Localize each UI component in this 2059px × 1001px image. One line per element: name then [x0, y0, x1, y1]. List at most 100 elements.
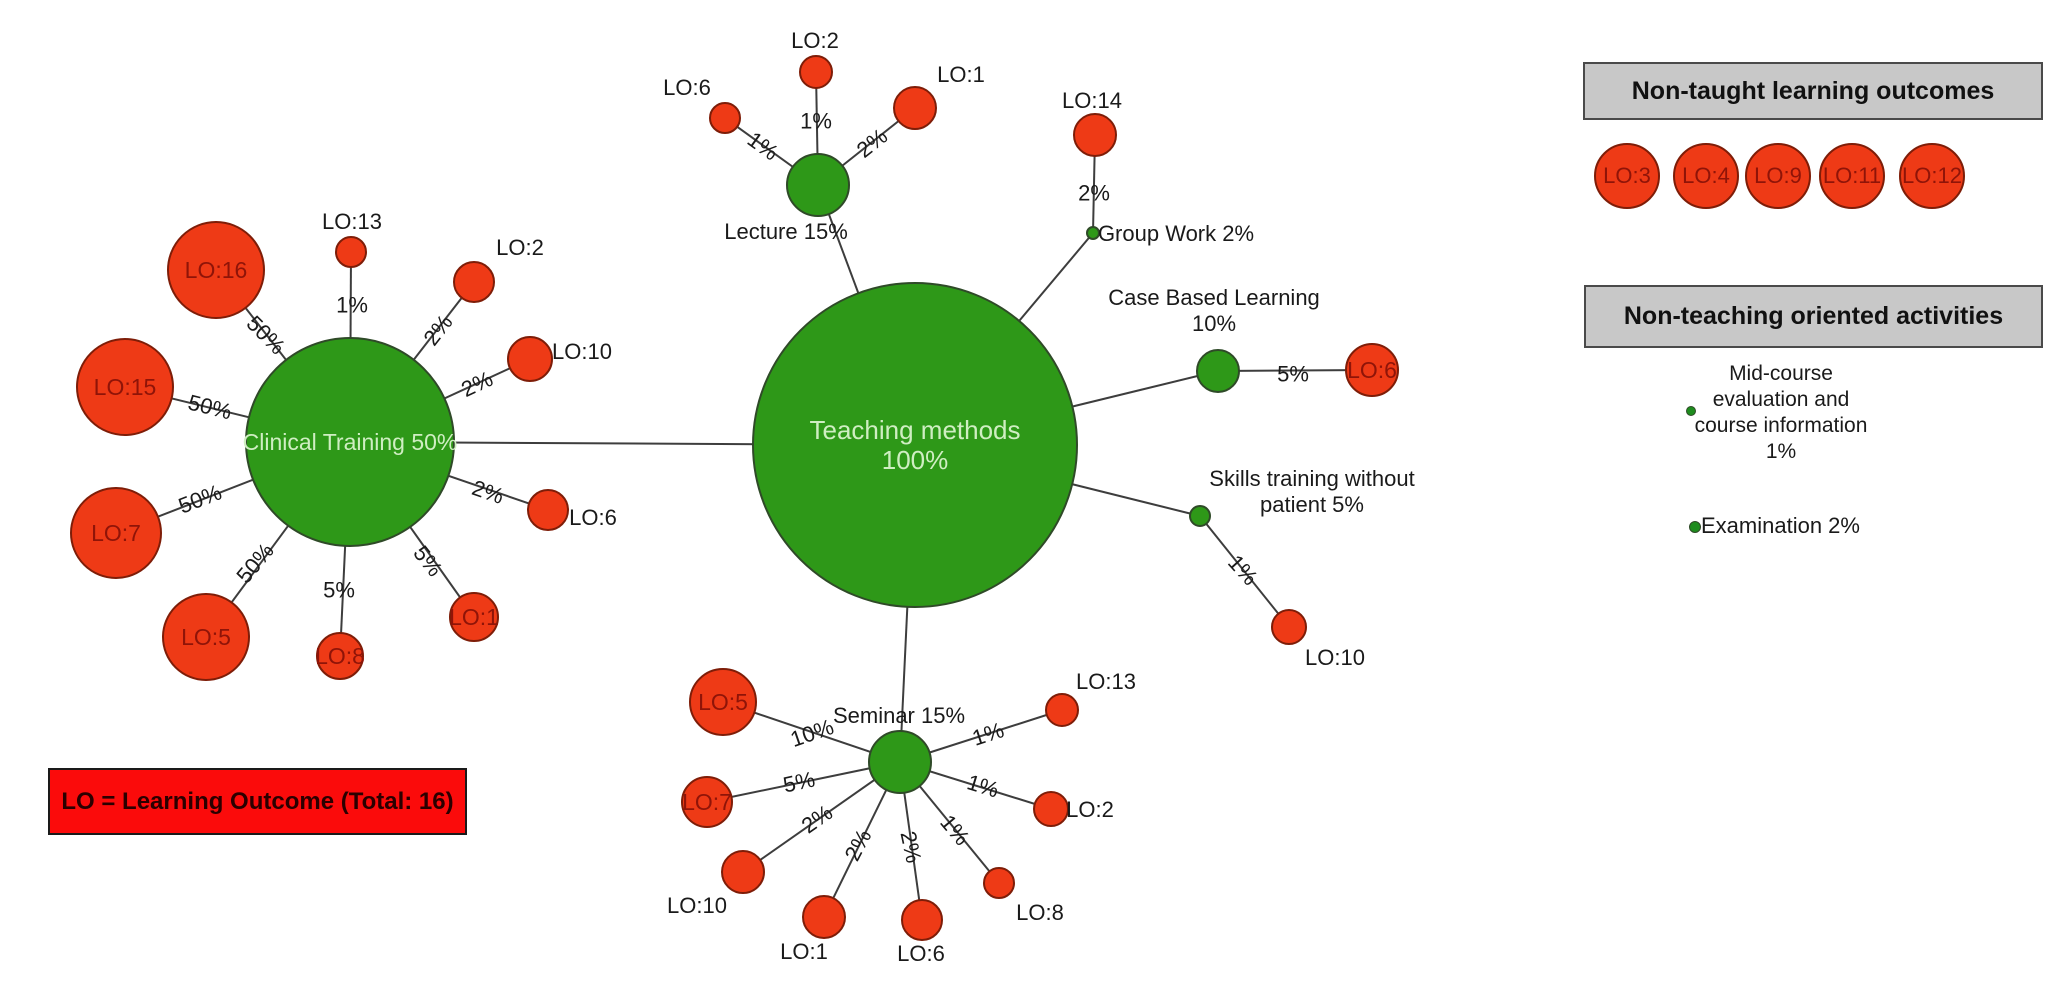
- midcourse-line-1: Mid-course: [1729, 362, 1833, 385]
- node-clinical-training-lo7: [70, 487, 162, 579]
- node-skills-training: [1189, 505, 1211, 527]
- node-label-seminar-lo7: LO:7: [682, 789, 732, 815]
- edge-label-clinical-training-lo2: 2%: [418, 310, 457, 350]
- edge-label-seminar-lo10: 2%: [797, 800, 837, 839]
- node-label-lecture-lo1: LO:1: [937, 62, 985, 87]
- node-seminar-lo5: [689, 668, 757, 736]
- examination-dot-icon: [1689, 521, 1701, 533]
- node-label-lecture-lo6: LO:6: [663, 75, 711, 100]
- node-group-work-lo14: [1073, 113, 1117, 157]
- node-seminar-lo8: [983, 867, 1015, 899]
- node-case-based-learning: [1196, 349, 1240, 393]
- node-lecture-lo1: [893, 86, 937, 130]
- node-clinical-training: [245, 337, 455, 547]
- node-label-clinical-training-lo10: LO:10: [552, 339, 612, 364]
- node-teaching-methods: [752, 282, 1078, 608]
- hub-label-teaching-methods: 100%: [882, 445, 949, 475]
- node-label-seminar-lo1: LO:1: [780, 939, 828, 964]
- edge-label-clinical-training-lo5: 50%: [231, 538, 278, 588]
- node-seminar-lo13: [1045, 693, 1079, 727]
- node-seminar-lo10: [721, 850, 765, 894]
- legend-circle-lo9: LO:9: [1745, 143, 1811, 209]
- node-label-clinical-training-lo8: LO:8: [315, 643, 365, 669]
- node-label-seminar-lo5: LO:5: [698, 689, 748, 715]
- node-group-work: [1086, 226, 1100, 240]
- edge-label-seminar-lo2: 1%: [964, 769, 1002, 802]
- lo-key-label: LO = Learning Outcome (Total: 16): [61, 787, 454, 815]
- edge-label-clinical-training-lo1: 5%: [408, 541, 447, 581]
- node-label-case-based-learning-lo6: LO:6: [1347, 357, 1397, 383]
- legend-circle-lo12: LO:12: [1899, 143, 1965, 209]
- node-seminar-lo7: [681, 776, 733, 828]
- edge-label-seminar-lo1: 2%: [839, 825, 876, 865]
- edge-label-clinical-training-lo6: 2%: [469, 475, 507, 509]
- node-clinical-training-lo13: [335, 236, 367, 268]
- node-case-based-learning-lo6: [1345, 343, 1399, 397]
- hub-label-clinical-training: Clinical Training 50%: [243, 429, 458, 455]
- node-seminar-lo1: [802, 895, 846, 939]
- edge-label-case-based-learning-lo6: 5%: [1277, 362, 1309, 387]
- edge-label-clinical-training-lo7: 50%: [175, 479, 225, 518]
- non-taught-legend-header: Non-taught learning outcomes: [1583, 62, 2043, 120]
- node-label-seminar-lo10: LO:10: [667, 893, 727, 918]
- node-clinical-training-lo2: [453, 261, 495, 303]
- node-label-clinical-training-lo13: LO:13: [322, 209, 382, 234]
- node-clinical-training-lo16: [167, 221, 265, 319]
- hub-label-group-work: Group Work 2%: [1097, 221, 1255, 246]
- node-lecture-lo6: [709, 102, 741, 134]
- edge-skills-training-lo10: [1199, 515, 1290, 628]
- examination-legend-item: Examination 2%: [1701, 513, 1860, 538]
- node-seminar-lo2: [1033, 791, 1069, 827]
- legend-circle-lo11: LO:11: [1819, 143, 1885, 209]
- node-label-seminar-lo2: LO:2: [1066, 797, 1114, 822]
- hub-label-seminar: Seminar 15%: [832, 703, 966, 728]
- edge-label-seminar-lo5: 10%: [787, 714, 837, 752]
- edge-label-clinical-training-lo16: 50%: [242, 311, 291, 360]
- node-label-clinical-training-lo15: LO:15: [94, 374, 157, 400]
- node-clinical-training-lo8: [316, 632, 364, 680]
- node-lecture: [786, 153, 850, 217]
- node-skills-training-lo10: [1271, 609, 1307, 645]
- hub-label-case-based-learning: Case Based Learning 10%: [1108, 285, 1320, 336]
- hub-label-lecture: Lecture 15%: [724, 219, 848, 244]
- midcourse-line-2: evaluation and: [1712, 388, 1850, 411]
- node-label-clinical-training-lo5: LO:5: [181, 624, 231, 650]
- legend-circle-lo4: LO:4: [1673, 143, 1739, 209]
- edge-label-clinical-training-lo10: 2%: [457, 366, 496, 402]
- edge-label-clinical-training-lo8: 5%: [323, 578, 355, 603]
- edge-label-group-work-lo14: 2%: [1078, 181, 1110, 206]
- edge-label-seminar-lo13: 1%: [969, 717, 1007, 751]
- node-label-clinical-training-lo1: LO:1: [449, 604, 499, 630]
- edge-label-seminar-lo7: 5%: [781, 766, 817, 797]
- node-clinical-training-lo15: [76, 338, 174, 436]
- midcourse-line-4: 1%: [1765, 440, 1797, 463]
- edge-label-lecture-lo2: 1%: [800, 109, 832, 134]
- node-label-seminar-lo6: LO:6: [897, 941, 945, 966]
- node-label-group-work-lo14: LO:14: [1062, 88, 1122, 113]
- non-teaching-legend-header: Non-teaching oriented activities: [1584, 285, 2043, 348]
- node-label-clinical-training-lo7: LO:7: [91, 520, 141, 546]
- edge-label-lecture-lo6: 1%: [743, 127, 783, 166]
- edge-label-clinical-training-lo13: 1%: [336, 293, 368, 318]
- edge-label-seminar-lo6: 2%: [895, 829, 926, 865]
- node-seminar: [868, 730, 932, 794]
- node-label-lecture-lo2: LO:2: [791, 28, 839, 53]
- edge-label-seminar-lo8: 1%: [935, 810, 975, 850]
- node-clinical-training-lo10: [507, 336, 553, 382]
- node-label-clinical-training-lo6: LO:6: [569, 505, 617, 530]
- midcourse-dot-icon: [1686, 406, 1696, 416]
- node-clinical-training-lo1: [449, 592, 499, 642]
- legend-circle-lo3: LO:3: [1594, 143, 1660, 209]
- node-clinical-training-lo5: [162, 593, 250, 681]
- lo-key-box: LO = Learning Outcome (Total: 16): [48, 768, 467, 835]
- node-label-seminar-lo8: LO:8: [1016, 900, 1064, 925]
- edge-label-clinical-training-lo15: 50%: [186, 390, 235, 425]
- edge-label-lecture-lo1: 2%: [852, 123, 892, 162]
- midcourse-line-3: course information: [1694, 414, 1868, 437]
- node-seminar-lo6: [901, 899, 943, 941]
- hub-label-skills-training: Skills training without patient 5%: [1209, 466, 1415, 517]
- midcourse-legend-item: Mid-course evaluation and course informa…: [1651, 361, 1911, 465]
- node-clinical-training-lo6: [527, 489, 569, 531]
